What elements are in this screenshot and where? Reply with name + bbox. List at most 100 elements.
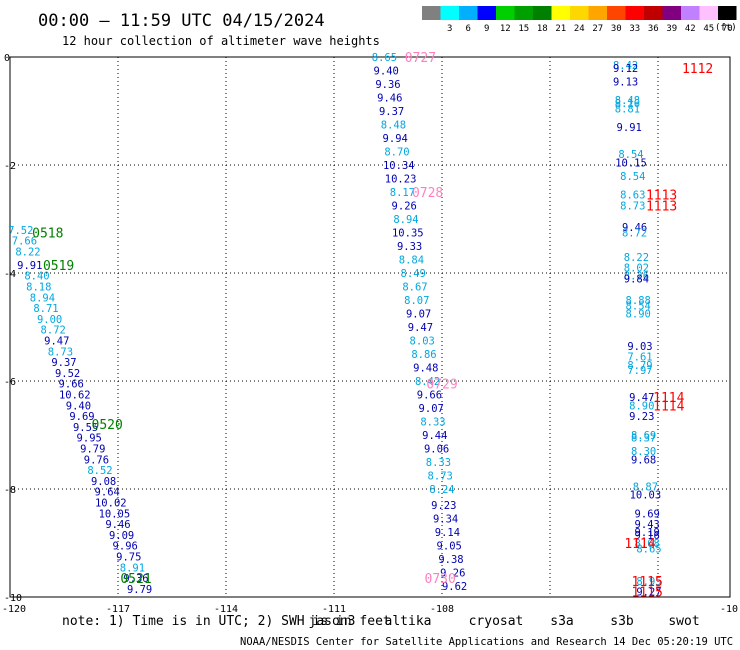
wave-height-value: 9.27 bbox=[636, 587, 661, 599]
x-tick-label: -108 bbox=[430, 604, 454, 615]
legend-swatch bbox=[570, 6, 589, 20]
wave-height-value: 8.03 bbox=[410, 336, 435, 348]
color-legend: 3 6 9 12 15 18 21 24 27 30 33 36 39 42 45 70 bbox=[422, 6, 737, 34]
legend-label: 36 bbox=[648, 24, 659, 34]
wave-height-value: 9.19 bbox=[635, 527, 660, 539]
x-tick-label: -120 bbox=[2, 604, 26, 615]
wave-height-value: 9.64 bbox=[95, 487, 120, 499]
pass-label: 1112 bbox=[682, 62, 713, 77]
wave-height-value: 8.30 bbox=[631, 446, 656, 458]
wave-height-value: 9.91 bbox=[617, 122, 642, 134]
wave-height-value: 9.36 bbox=[123, 573, 148, 585]
pass-label: 0519 bbox=[43, 259, 74, 274]
wave-height-value: 9.43 bbox=[635, 519, 660, 531]
pass-label: 0730 bbox=[425, 572, 456, 587]
wave-height-value: 8.69 bbox=[631, 430, 656, 442]
wave-height-value: 9.52 bbox=[55, 368, 80, 380]
wave-height-value: 8.84 bbox=[399, 255, 424, 267]
wave-height-value: 9.34 bbox=[433, 514, 458, 526]
wave-height-value: 8.94 bbox=[30, 292, 55, 304]
wave-height-value: 8.52 bbox=[87, 465, 112, 477]
legend-swatch bbox=[588, 6, 607, 20]
wave-height-value: 8.33 bbox=[420, 417, 445, 429]
legend-label: 21 bbox=[555, 24, 566, 34]
pass-label: 1115 bbox=[632, 575, 663, 590]
legend-label: 6 bbox=[466, 24, 471, 34]
satellite-name: s3b bbox=[610, 614, 634, 629]
wave-height-value: 8.24 bbox=[429, 484, 454, 496]
pass-label: 0729 bbox=[426, 378, 457, 393]
wave-height-value: 10.34 bbox=[383, 160, 415, 172]
x-tick-label: -114 bbox=[214, 604, 238, 615]
legend-swatch bbox=[625, 6, 644, 20]
x-tick-label: -117 bbox=[106, 604, 130, 615]
legend-label: 18 bbox=[537, 24, 548, 34]
legend-label: 45 bbox=[703, 24, 714, 34]
wave-height-value: 8.86 bbox=[411, 349, 436, 361]
wave-height-value: 10.03 bbox=[630, 489, 662, 501]
wave-height-value: 9.46 bbox=[622, 222, 647, 234]
wave-height-value: 9.96 bbox=[113, 541, 138, 553]
wave-height-value: 8.37 bbox=[631, 433, 656, 445]
wave-height-value: 8.26 bbox=[624, 271, 649, 283]
legend-label: 15 bbox=[518, 24, 529, 34]
wave-height-value: 9.91 bbox=[17, 260, 42, 272]
pass-label: 1113 bbox=[646, 200, 677, 215]
footnote: note: 1) Time is in UTC; 2) SWH is in fe… bbox=[62, 614, 391, 629]
wave-height-value: 9.16 bbox=[635, 530, 660, 542]
legend-swatch bbox=[496, 6, 515, 20]
wave-height-value: 8.65 bbox=[636, 543, 661, 555]
y-tick-label: -10 bbox=[4, 593, 22, 604]
legend-swatch bbox=[440, 6, 459, 20]
wave-height-value: 8.16 bbox=[615, 98, 640, 110]
wave-height-value: 8.40 bbox=[24, 271, 49, 283]
legend-swatch bbox=[681, 6, 700, 20]
wave-height-value: 9.40 bbox=[374, 66, 399, 78]
y-tick-label: -8 bbox=[4, 485, 16, 496]
wave-height-value: 8.54 bbox=[620, 171, 645, 183]
wave-height-value: 8.42 bbox=[613, 60, 638, 72]
wave-height-value: 8.48 bbox=[381, 120, 406, 132]
x-tick-label: -111 bbox=[322, 604, 346, 615]
wave-height-value: 9.07 bbox=[419, 403, 444, 415]
wave-height-value: 9.62 bbox=[442, 581, 467, 593]
legend-swatch bbox=[699, 6, 718, 20]
wave-height-value: 7.66 bbox=[12, 236, 37, 248]
wave-height-value: 9.03 bbox=[627, 341, 652, 353]
pass-label: 0521 bbox=[120, 572, 151, 587]
satellite-name: s3a bbox=[550, 614, 573, 629]
satellite-name: swot bbox=[668, 614, 699, 629]
legend-swatch bbox=[477, 6, 496, 20]
wave-height-value: 9.48 bbox=[413, 363, 438, 375]
legend-swatch bbox=[459, 6, 478, 20]
wave-height-value: 9.69 bbox=[69, 411, 94, 423]
wave-height-value: 8.95 bbox=[636, 576, 661, 588]
wave-height-value: 8.54 bbox=[618, 149, 643, 161]
wave-height-value: 8.07 bbox=[404, 295, 429, 307]
wave-height-value: 8.67 bbox=[402, 282, 427, 294]
wave-height-value: 8.73 bbox=[620, 201, 645, 213]
wave-height-value: 9.14 bbox=[435, 527, 460, 539]
pass-label: 1115 bbox=[632, 586, 663, 601]
satellite-legend: jason3 altika cryosat s3a s3b swot bbox=[309, 614, 700, 629]
x-tick-label: -10 bbox=[720, 604, 738, 615]
wave-height-value: 9.47 bbox=[44, 336, 69, 348]
y-tick-label: 0 bbox=[4, 53, 10, 64]
wave-height-value: 9.23 bbox=[629, 411, 654, 423]
wave-height-value: 9.37 bbox=[51, 357, 76, 369]
legend-label: 12 bbox=[500, 24, 511, 34]
wave-height-value: 8.72 bbox=[41, 325, 66, 337]
wave-height-value: 8.81 bbox=[615, 103, 640, 115]
wave-height-value: 9.13 bbox=[613, 76, 638, 88]
wave-height-value: 9.47 bbox=[629, 392, 654, 404]
wave-height-value: 9.33 bbox=[397, 241, 422, 253]
legend-swatch bbox=[551, 6, 570, 20]
wave-height-value: 9.00 bbox=[37, 314, 62, 326]
wave-height-value: 9.09 bbox=[109, 530, 134, 542]
legend-label: 30 bbox=[611, 24, 622, 34]
wave-height-value: 9.46 bbox=[377, 93, 402, 105]
wave-height-value: 9.38 bbox=[438, 554, 463, 566]
legend-swatch bbox=[644, 6, 663, 20]
legend-label: 27 bbox=[592, 24, 603, 34]
legend-label: 9 bbox=[484, 24, 489, 34]
